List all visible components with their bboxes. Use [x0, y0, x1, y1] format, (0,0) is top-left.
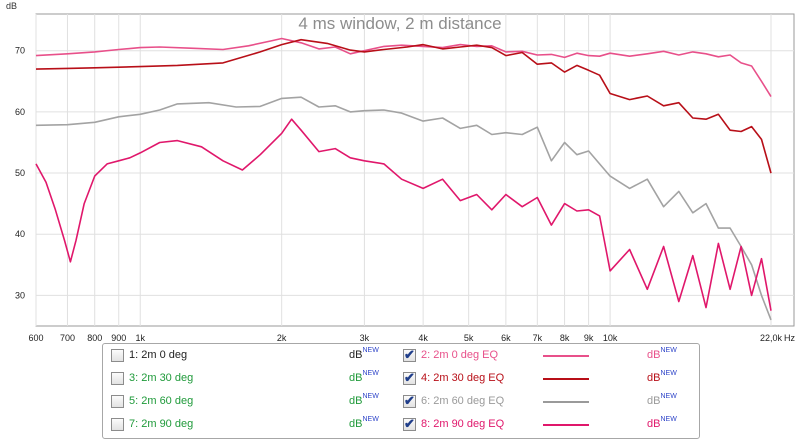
- x-tick-label: 8k: [560, 333, 570, 343]
- new-superscript: NEW: [660, 393, 677, 400]
- y-tick-label: 70: [15, 46, 25, 56]
- y-tick-label: 50: [15, 168, 25, 178]
- legend-item-label[interactable]: 3: 2m 30 deg: [129, 372, 194, 384]
- legend-line-swatch: [543, 378, 589, 380]
- plot-area: [35, 13, 795, 327]
- x-tick-label: 3k: [360, 333, 370, 343]
- x-tick-label: 9k: [584, 333, 594, 343]
- series-line-4: [35, 118, 772, 311]
- db-label: dB: [647, 395, 661, 407]
- legend-item-label[interactable]: 8: 2m 90 deg EQ: [421, 418, 505, 430]
- y-tick-label: 40: [15, 229, 25, 239]
- legend-checkbox[interactable]: [111, 372, 124, 385]
- legend-panel: 1: 2m 0 deg dBNEW ✔ 2: 2m 0 deg EQ dBNEW 3: 2…: [102, 343, 700, 439]
- db-new-button[interactable]: dBNEW: [647, 347, 677, 361]
- db-label: dB: [647, 372, 661, 384]
- y-tick-label: 60: [15, 107, 25, 117]
- legend-line-swatch: [543, 401, 589, 403]
- x-tick-label: 800: [87, 333, 102, 343]
- x-tick-label: 1k: [135, 333, 145, 343]
- x-tick-label: 2k: [277, 333, 287, 343]
- x-tick-label: 900: [111, 333, 126, 343]
- legend-checkbox[interactable]: [111, 418, 124, 431]
- new-superscript: NEW: [660, 347, 677, 354]
- series-line-3: [35, 96, 772, 321]
- new-superscript: NEW: [660, 370, 677, 377]
- x-tick-label: 700: [60, 333, 75, 343]
- legend-line-swatch: [543, 424, 589, 426]
- new-superscript: NEW: [362, 416, 379, 423]
- legend-checkbox[interactable]: ✔: [403, 416, 416, 431]
- db-new-button[interactable]: dBNEW: [647, 393, 677, 407]
- legend-item-label[interactable]: 2: 2m 0 deg EQ: [421, 349, 499, 361]
- db-new-button[interactable]: dBNEW: [349, 393, 379, 407]
- db-label: dB: [647, 349, 661, 361]
- frequency-response-chart: 600 700 800 900 1k 2k 3k 4k 5k 6k 7k 8k 9k 10k 22,0k Hz…: [6, 1, 796, 343]
- x-axis-unit: Hz: [784, 333, 795, 343]
- axes: 600 700 800 900 1k 2k 3k 4k 5k 6k 7k 8k 9k 10k 22,0k Hz…: [15, 46, 796, 343]
- legend-checkbox[interactable]: [111, 349, 124, 362]
- checkmark-icon: ✔: [404, 347, 415, 362]
- legend-checkbox[interactable]: ✔: [403, 393, 416, 408]
- x-tick-label: 7k: [533, 333, 543, 343]
- chart-title: 4 ms window, 2 m distance: [298, 14, 501, 33]
- legend-checkbox[interactable]: ✔: [403, 347, 416, 362]
- db-new-button[interactable]: dBNEW: [647, 370, 677, 384]
- db-label: dB: [349, 395, 363, 407]
- new-superscript: NEW: [660, 416, 677, 423]
- db-label: dB: [349, 418, 363, 430]
- new-superscript: NEW: [362, 393, 379, 400]
- x-tick-label: 10k: [603, 333, 618, 343]
- db-new-button[interactable]: dBNEW: [349, 370, 379, 384]
- x-tick-label: 22,0k: [760, 333, 783, 343]
- y-axis-unit: dB: [6, 1, 17, 11]
- checkmark-icon: ✔: [404, 393, 415, 408]
- new-superscript: NEW: [362, 370, 379, 377]
- x-tick-label: 600: [28, 333, 43, 343]
- db-label: dB: [349, 349, 363, 361]
- x-tick-label: 4k: [418, 333, 428, 343]
- legend-item-label[interactable]: 4: 2m 30 deg EQ: [421, 372, 505, 384]
- x-tick-label: 5k: [464, 333, 474, 343]
- series-line-2: [35, 38, 772, 174]
- legend-line-swatch: [543, 355, 589, 357]
- db-label: dB: [349, 372, 363, 384]
- new-superscript: NEW: [362, 347, 379, 354]
- legend-item-label[interactable]: 1: 2m 0 deg: [129, 349, 188, 361]
- legend-checkbox[interactable]: ✔: [403, 370, 416, 385]
- legend-item-label[interactable]: 5: 2m 60 deg: [129, 395, 194, 407]
- db-label: dB: [647, 418, 661, 430]
- checkmark-icon: ✔: [404, 370, 415, 385]
- x-tick-label: 6k: [501, 333, 511, 343]
- series-lines: [35, 37, 772, 321]
- db-new-button[interactable]: dBNEW: [349, 416, 379, 430]
- checkmark-icon: ✔: [404, 416, 415, 431]
- db-new-button[interactable]: dBNEW: [349, 347, 379, 361]
- legend-checkbox[interactable]: [111, 395, 124, 408]
- legend-item-label[interactable]: 6: 2m 60 deg EQ: [421, 395, 505, 407]
- legend-item-label[interactable]: 7: 2m 90 deg: [129, 418, 194, 430]
- db-new-button[interactable]: dBNEW: [647, 416, 677, 430]
- grid: [35, 14, 794, 326]
- y-tick-label: 30: [15, 290, 25, 300]
